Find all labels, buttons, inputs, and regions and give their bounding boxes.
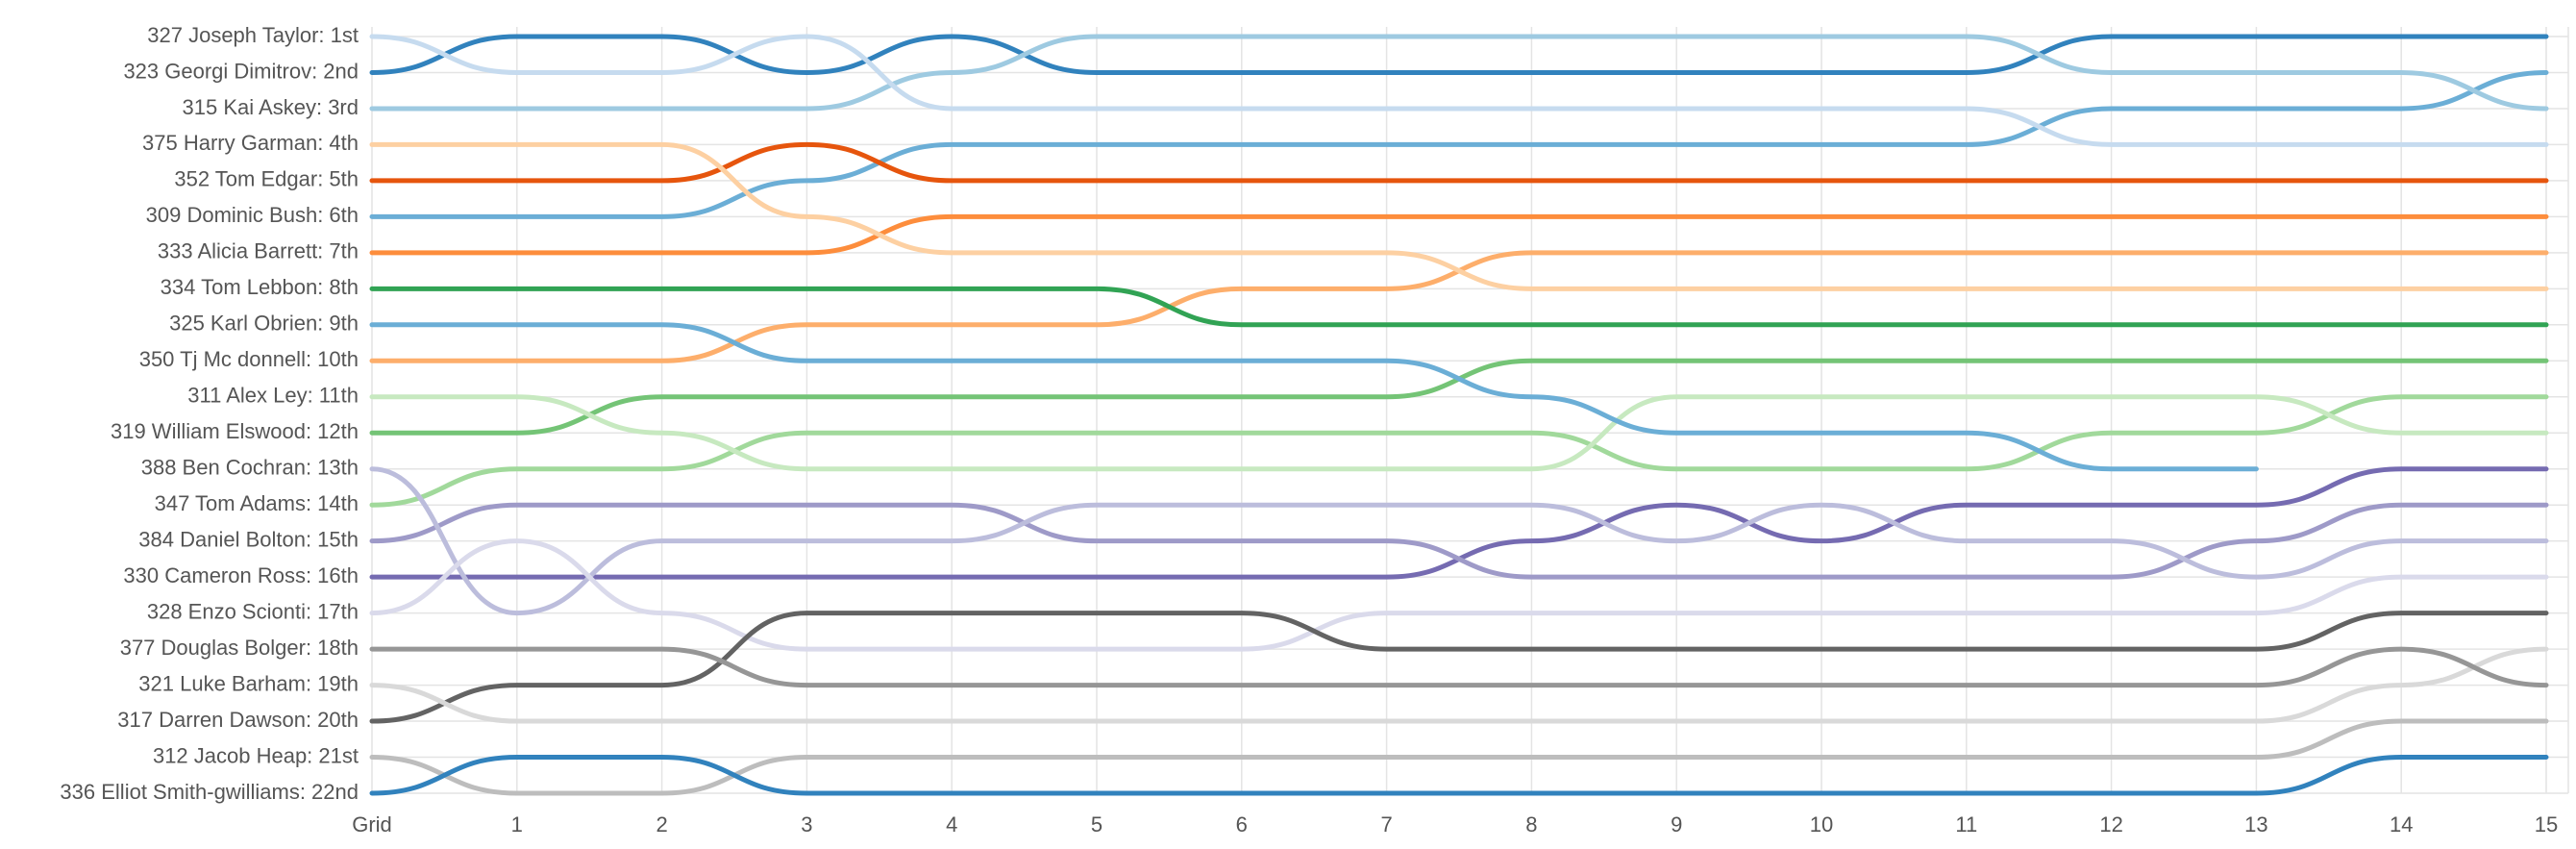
x-tick-label: 6: [1236, 812, 1248, 837]
y-tick-label: 375 Harry Garman: 4th: [142, 131, 359, 155]
y-tick-label: 330 Cameron Ross: 16th: [123, 563, 359, 587]
series-line: [369, 322, 2259, 472]
x-tick-label: 11: [1955, 812, 1977, 837]
series-line: [369, 466, 2549, 580]
series-line: [369, 141, 2549, 291]
series-line: [369, 358, 2549, 436]
x-tick-label: Grid: [352, 812, 392, 837]
x-tick-label: 1: [511, 812, 523, 837]
y-tick-label: 384 Daniel Bolton: 15th: [138, 527, 359, 551]
y-tick-label: 312 Jacob Heap: 21st: [153, 743, 359, 767]
series-line: [369, 34, 2549, 147]
series-line: [369, 141, 2549, 184]
x-tick-label: 10: [1810, 812, 1833, 837]
x-tick-label: 14: [2390, 812, 2413, 837]
y-tick-label: 309 Dominic Bush: 6th: [146, 203, 359, 227]
series-line: [369, 502, 2549, 580]
series-line: [369, 755, 2549, 796]
y-tick-label: 350 Tj Mc donnell: 10th: [139, 347, 359, 371]
x-tick-label: 3: [801, 812, 812, 837]
x-tick-label: 9: [1671, 812, 1682, 837]
x-tick-label: 2: [656, 812, 667, 837]
x-tick-label: 4: [946, 812, 957, 837]
x-tick-label: 8: [1525, 812, 1537, 837]
y-tick-label: 336 Elliot Smith-gwilliams: 22nd: [60, 780, 359, 804]
x-tick-label: 7: [1380, 812, 1392, 837]
y-tick-label: 325 Karl Obrien: 9th: [169, 312, 359, 336]
y-tick-label: 315 Kai Askey: 3rd: [183, 95, 359, 119]
x-tick-label: 12: [2099, 812, 2122, 837]
y-tick-label: 377 Douglas Bolger: 18th: [120, 636, 359, 660]
y-tick-label: 347 Tom Adams: 14th: [155, 491, 359, 515]
y-tick-label: 327 Joseph Taylor: 1st: [147, 23, 359, 47]
series-line: [369, 466, 2549, 616]
y-tick-label: 321 Luke Barham: 19th: [138, 671, 359, 695]
x-tick-label: 5: [1091, 812, 1102, 837]
y-tick-label: 333 Alicia Barrett: 7th: [158, 239, 359, 263]
line-layer: [369, 34, 2549, 796]
series-line: [369, 34, 2549, 75]
y-tick-label: 319 William Elswood: 12th: [111, 419, 359, 443]
series-line: [369, 213, 2549, 256]
y-tick-label: 352 Tom Edgar: 5th: [174, 167, 359, 191]
series-line: [369, 538, 2549, 652]
series-line: [369, 34, 2549, 112]
y-tick-label: 311 Alex Ley: 11th: [187, 384, 359, 408]
series-line: [369, 394, 2549, 508]
series-line: [369, 611, 2549, 724]
y-tick-label: 328 Enzo Scionti: 17th: [147, 599, 359, 623]
y-tick-label: 388 Ben Cochran: 13th: [141, 456, 359, 480]
x-tick-label: 15: [2535, 812, 2558, 837]
series-line: [369, 394, 2549, 472]
series-line: [369, 718, 2549, 796]
series-line: [369, 646, 2549, 724]
y-tick-label: 317 Darren Dawson: 20th: [117, 708, 359, 732]
series-line: [369, 286, 2549, 328]
y-tick-label: 334 Tom Lebbon: 8th: [161, 275, 359, 299]
x-tick-label: 13: [2244, 812, 2267, 837]
series-line: [369, 646, 2549, 688]
series-line: [369, 69, 2549, 219]
y-tick-label: 323 Georgi Dimitrov: 2nd: [123, 59, 359, 83]
